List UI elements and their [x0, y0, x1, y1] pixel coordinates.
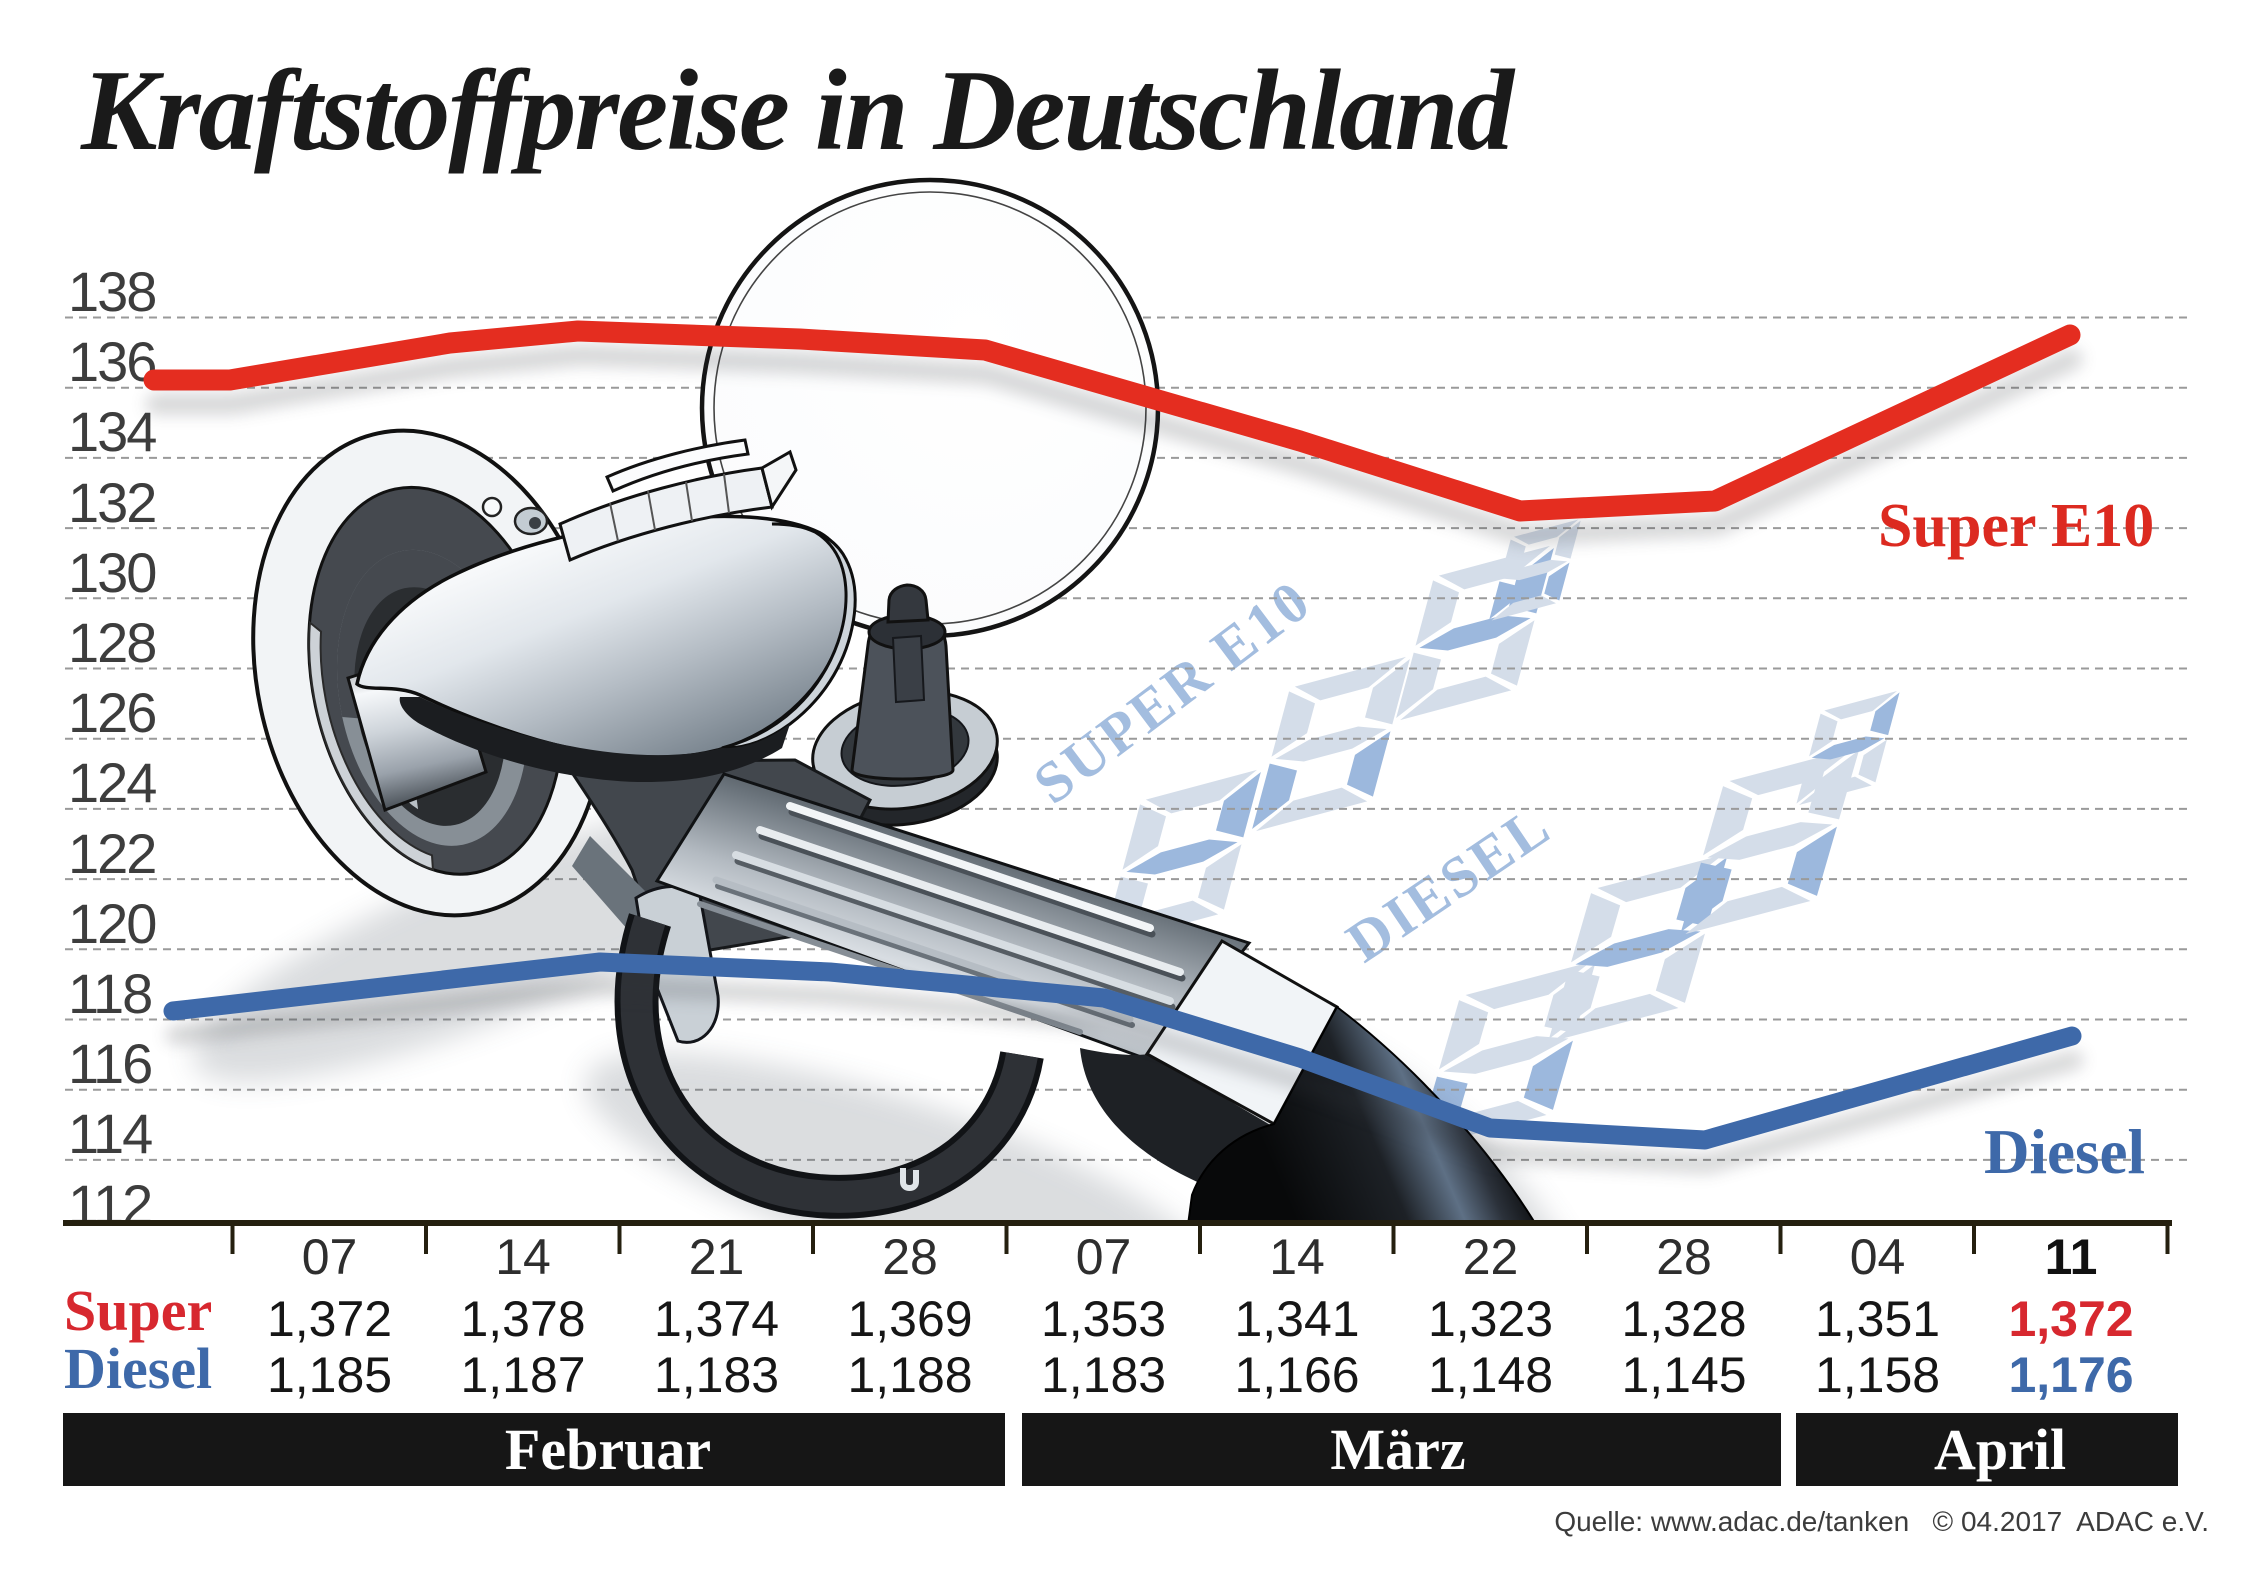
svg-text:126: 126	[68, 681, 155, 744]
svg-text:21: 21	[689, 1229, 745, 1285]
svg-text:22: 22	[1463, 1229, 1519, 1285]
svg-text:1,351: 1,351	[1815, 1291, 1940, 1347]
svg-text:114: 114	[68, 1102, 152, 1165]
svg-text:März: März	[1330, 1417, 1465, 1482]
svg-text:Super: Super	[64, 1278, 212, 1343]
svg-text:138: 138	[68, 260, 155, 323]
svg-text:07: 07	[1076, 1229, 1132, 1285]
svg-text:120: 120	[68, 892, 155, 955]
svg-text:1,145: 1,145	[1621, 1347, 1746, 1403]
svg-text:Super E10: Super E10	[1878, 492, 2154, 560]
svg-text:1,323: 1,323	[1428, 1291, 1553, 1347]
svg-text:1,328: 1,328	[1621, 1291, 1746, 1347]
svg-text:128: 128	[68, 611, 155, 674]
svg-text:1,378: 1,378	[460, 1291, 585, 1347]
svg-text:14: 14	[495, 1229, 551, 1285]
svg-text:1,183: 1,183	[654, 1347, 779, 1403]
svg-text:04: 04	[1850, 1229, 1906, 1285]
svg-text:1,148: 1,148	[1428, 1347, 1553, 1403]
svg-text:April: April	[1934, 1417, 2066, 1482]
svg-text:DIESEL: DIESEL	[1335, 792, 1563, 975]
svg-text:Diesel: Diesel	[1984, 1117, 2145, 1187]
svg-text:28: 28	[882, 1229, 938, 1285]
svg-text:1,183: 1,183	[1041, 1347, 1166, 1403]
svg-text:1,372: 1,372	[2008, 1291, 2133, 1347]
svg-text:122: 122	[68, 822, 155, 885]
svg-text:116: 116	[68, 1032, 151, 1095]
svg-text:14: 14	[1269, 1229, 1325, 1285]
svg-text:1,185: 1,185	[267, 1347, 392, 1403]
svg-text:136: 136	[68, 330, 155, 393]
svg-text:1,176: 1,176	[2008, 1347, 2133, 1403]
svg-text:1,188: 1,188	[847, 1347, 972, 1403]
svg-text:Quelle: www.adac.de/tanken ©: Quelle: www.adac.de/tanken © 04.2017 ADA…	[1554, 1506, 2209, 1537]
svg-text:1,187: 1,187	[460, 1347, 585, 1403]
svg-text:1,166: 1,166	[1234, 1347, 1359, 1403]
svg-text:1,369: 1,369	[847, 1291, 972, 1347]
svg-text:130: 130	[68, 541, 155, 604]
svg-text:Februar: Februar	[505, 1417, 711, 1482]
svg-text:134: 134	[68, 400, 156, 463]
svg-text:132: 132	[68, 471, 155, 534]
svg-text:11: 11	[2045, 1229, 2098, 1285]
svg-text:1,372: 1,372	[267, 1291, 392, 1347]
svg-text:07: 07	[302, 1229, 358, 1285]
svg-text:28: 28	[1656, 1229, 1712, 1285]
svg-text:118: 118	[68, 962, 151, 1025]
svg-text:1,158: 1,158	[1815, 1347, 1940, 1403]
svg-text:Diesel: Diesel	[64, 1336, 212, 1401]
svg-text:1,341: 1,341	[1234, 1291, 1359, 1347]
svg-text:1,374: 1,374	[654, 1291, 779, 1347]
svg-text:112: 112	[68, 1173, 151, 1236]
svg-text:124: 124	[68, 751, 156, 814]
svg-text:1,353: 1,353	[1041, 1291, 1166, 1347]
